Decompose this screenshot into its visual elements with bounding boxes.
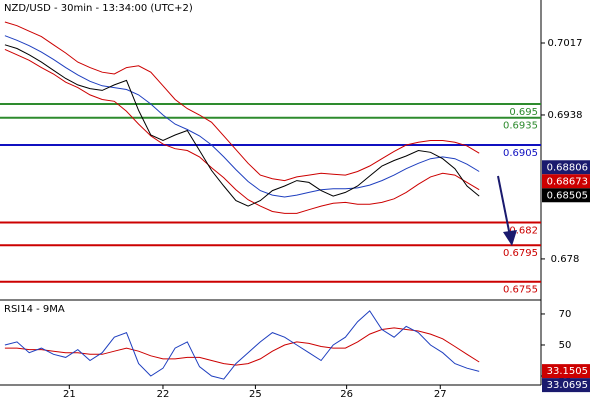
level-label: 0.6935 (503, 121, 538, 132)
y-tick-label: 0.678 (551, 254, 580, 265)
series-line (4, 21, 480, 182)
indicator-title: RSI14 - 9MA (4, 304, 65, 315)
price-tag-label: 33.1505 (547, 366, 588, 377)
plot: 0.678 0.6938 0.7017 0.695 0.6935 0.6905 0.682 0… (0, 21, 590, 400)
y-tick-label: 70 (559, 309, 572, 320)
level-label: 0.6755 (503, 285, 538, 296)
forecast-arrowhead (503, 230, 517, 246)
forecast-arrow (497, 175, 511, 237)
chart-title: NZD/USD - 30min - 13:34:00 (UTC+2) (4, 3, 193, 14)
price-tag (542, 378, 590, 393)
price-tag-label: 0.68806 (547, 162, 588, 173)
series-line (4, 327, 480, 366)
x-tick-label: 21 (63, 389, 76, 400)
x-tick-label: 26 (340, 389, 353, 400)
price-tag (542, 364, 590, 379)
price-tag-label: 0.68505 (547, 190, 588, 201)
price-tag-label: 0.68673 (547, 176, 588, 187)
series-line (4, 48, 480, 214)
level-label: 0.695 (509, 107, 538, 118)
x-tick-label: 22 (157, 389, 170, 400)
level-label: 0.6905 (503, 148, 538, 159)
level-label: 0.6795 (503, 248, 538, 259)
series-line (4, 44, 480, 207)
x-tick-label: 27 (434, 389, 447, 400)
level-label: 0.682 (509, 225, 538, 236)
x-tick-label: 25 (249, 389, 262, 400)
price-tag (542, 188, 590, 203)
price-tag-label: 33.0695 (547, 380, 588, 391)
y-tick-label: 0.6938 (548, 110, 583, 121)
y-tick-label: 0.7017 (548, 38, 583, 49)
price-tag (542, 174, 590, 189)
series-line (4, 35, 480, 198)
price-tag (542, 160, 590, 175)
y-tick-label: 50 (559, 340, 572, 351)
series-line (4, 310, 480, 380)
